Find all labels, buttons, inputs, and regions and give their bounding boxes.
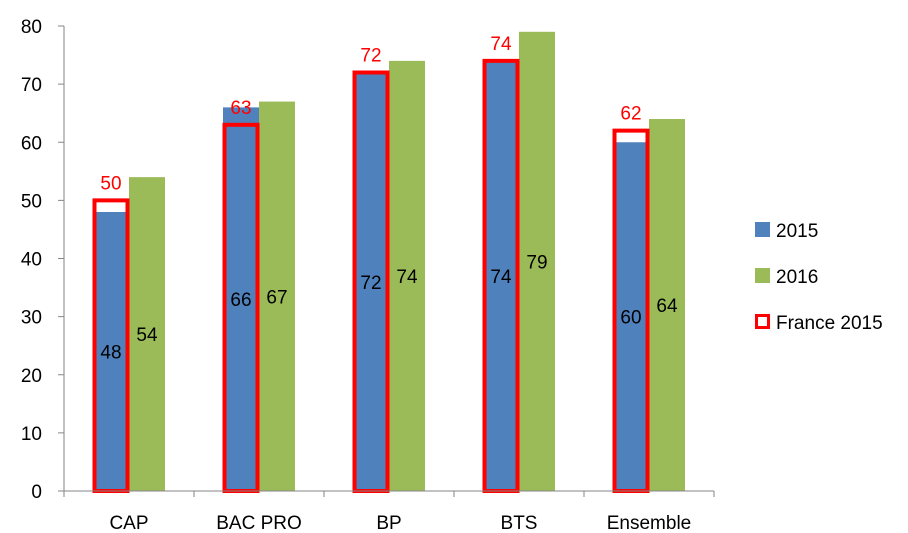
bar-2016 [519, 31, 555, 491]
bar-2016 [389, 60, 425, 491]
y-tick-label: 20 [21, 366, 42, 387]
x-tick-label: Ensemble [607, 513, 692, 533]
data-label-2016: 74 [396, 267, 418, 288]
legend-label: France 2015 [776, 313, 883, 334]
y-tick-label: 60 [21, 133, 42, 154]
data-label-2015: 48 [100, 343, 121, 364]
data-label-2016: 79 [526, 252, 547, 273]
data-label-france-2015: 50 [100, 173, 121, 194]
y-tick-label: 50 [21, 191, 42, 212]
data-label-2016: 67 [266, 287, 287, 308]
y-tick-label: 10 [21, 424, 42, 445]
x-tick-label: BP [376, 513, 401, 533]
y-tick-label: 80 [21, 17, 42, 38]
data-label-2015: 72 [360, 273, 381, 294]
data-label-2015: 66 [230, 290, 251, 311]
data-label-2015: 60 [620, 308, 641, 329]
x-tick-label: BAC PRO [216, 513, 302, 533]
data-label-france-2015: 74 [490, 34, 512, 55]
data-label-2016: 64 [656, 296, 678, 317]
data-label-2015: 74 [490, 267, 512, 288]
legend-swatch-france-2015 [755, 314, 770, 329]
x-tick-label: CAP [109, 513, 148, 533]
y-tick-label: 30 [21, 308, 42, 329]
data-label-2016: 54 [136, 325, 158, 346]
bar-2016 [259, 101, 295, 491]
legend-swatch-2015 [755, 222, 770, 237]
bar-2015 [613, 142, 649, 491]
y-tick-label: 0 [31, 482, 42, 503]
data-label-france-2015: 62 [620, 104, 641, 125]
bar-2015 [223, 107, 259, 491]
bar-2015 [483, 60, 519, 491]
bar-2015 [93, 212, 129, 491]
legend-label: 2016 [776, 267, 818, 288]
legend: 2015 2016 France 2015 [755, 221, 883, 334]
data-label-france-2015: 72 [360, 46, 381, 67]
bar-2016 [129, 177, 165, 491]
plot-area: 0 10 20 30 40 50 60 70 80 48 54 50 CAP 66 67 63 BAC PRO 7… [21, 17, 715, 533]
legend-label: 2015 [776, 221, 818, 242]
y-tick-label: 40 [21, 250, 42, 271]
data-label-france-2015: 63 [230, 98, 251, 119]
y-tick-label: 70 [21, 75, 42, 96]
bar-2016 [649, 119, 685, 491]
legend-swatch-2016 [755, 268, 770, 283]
bar-2015 [353, 72, 389, 491]
x-tick-label: BTS [501, 513, 538, 533]
